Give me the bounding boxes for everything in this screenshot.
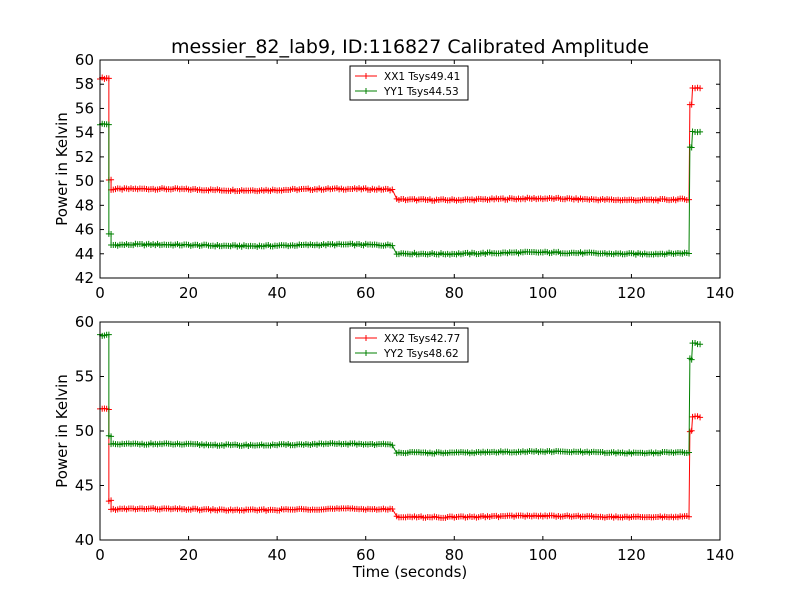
figure-title: messier_82_lab9, ID:116827 Calibrated Am… [171, 36, 649, 58]
x-tick-label: 40 [268, 284, 287, 302]
x-tick-label: 100 [529, 546, 558, 564]
axes-frame [99, 59, 721, 279]
x-tick-label: 140 [706, 546, 735, 564]
y-tick-label: 60 [75, 313, 94, 331]
y-tick-label: 54 [75, 124, 94, 142]
y-tick-label: 56 [75, 99, 94, 117]
legend-marker [363, 335, 369, 341]
y-tick-label: 58 [75, 75, 94, 93]
legend-box [349, 327, 469, 363]
y-tick-label: 55 [75, 368, 94, 386]
x-tick-label: 140 [706, 284, 735, 302]
legend-entry: YY1 Tsys44.53 [355, 86, 459, 98]
x-tick-label: 0 [95, 284, 105, 302]
y-axis-label: Power in Kelvin [53, 374, 71, 488]
legend: XX2 Tsys42.77 YY2 Tsys48.62 [349, 327, 469, 363]
y-tick-label: 42 [75, 269, 94, 287]
legend-box [349, 65, 469, 101]
y-tick-label: 48 [75, 196, 94, 214]
x-tick-label: 80 [445, 546, 464, 564]
legend-entry: XX2 Tsys42.77 [355, 333, 460, 345]
x-tick-label: 120 [617, 284, 646, 302]
legend-label: YY1 Tsys44.53 [383, 86, 459, 98]
x-tick-label: 60 [356, 546, 375, 564]
x-tick-label: 80 [445, 284, 464, 302]
x-tick-label: 40 [268, 546, 287, 564]
x-tick-label: 20 [179, 284, 198, 302]
legend-label: YY2 Tsys48.62 [383, 348, 459, 360]
legend-entry: XX1 Tsys49.41 [355, 71, 460, 83]
x-tick-label: 120 [617, 546, 646, 564]
legend-label: XX2 Tsys42.77 [384, 333, 460, 345]
y-tick-label: 45 [75, 477, 94, 495]
x-tick-label: 20 [179, 546, 198, 564]
legend-marker [363, 88, 369, 94]
x-tick-label: 0 [95, 546, 105, 564]
x-tick-label: 100 [529, 284, 558, 302]
plot-top: 0 20 40 60 80 100 120 140 42 44 46 48 50 52 54 56 58 60 Po… [53, 51, 734, 302]
y-axis-label: Power in Kelvin [53, 112, 71, 226]
legend-entry: YY2 Tsys48.62 [355, 348, 459, 360]
y-tick-label: 52 [75, 148, 94, 166]
x-tick-label: 60 [356, 284, 375, 302]
y-tick-label: 44 [75, 245, 94, 263]
y-tick-label: 40 [75, 531, 94, 549]
y-tick-label: 46 [75, 221, 94, 239]
legend: XX1 Tsys49.41 YY1 Tsys44.53 [349, 65, 469, 101]
y-tick-label: 50 [75, 172, 94, 190]
legend-marker [363, 73, 369, 79]
y-tick-label: 50 [75, 422, 94, 440]
x-axis-label: Time (seconds) [352, 563, 468, 581]
legend-label: XX1 Tsys49.41 [384, 71, 460, 83]
y-tick-label: 60 [75, 51, 94, 69]
series-2 [97, 120, 704, 258]
plot-bottom: 0 20 40 60 80 100 120 140 40 45 50 55 60 Power in Kel… [53, 313, 734, 581]
legend-marker [363, 350, 369, 356]
